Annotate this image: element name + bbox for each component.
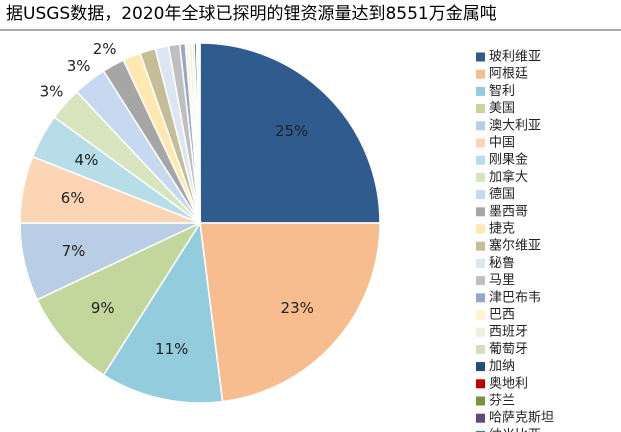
value-label: 11% bbox=[155, 340, 188, 358]
legend-swatch bbox=[476, 258, 485, 268]
legend-label: 塞尔维亚 bbox=[489, 238, 541, 254]
legend-label: 巴西 bbox=[489, 308, 515, 323]
pie-slice bbox=[198, 42, 201, 224]
legend-label: 智利 bbox=[489, 84, 515, 99]
legend-label: 加纳 bbox=[489, 359, 515, 374]
value-label: 25% bbox=[275, 122, 308, 140]
legend-label: 葡萄牙 bbox=[489, 342, 528, 357]
legend-label: 芬兰 bbox=[489, 394, 515, 409]
legend-label: 西班牙 bbox=[489, 325, 528, 340]
legend-swatch bbox=[476, 104, 485, 114]
legend-label: 德国 bbox=[489, 187, 515, 202]
pie-slice bbox=[199, 222, 381, 403]
legend-swatch bbox=[476, 69, 485, 79]
value-label: 9% bbox=[91, 299, 115, 317]
legend-swatch bbox=[476, 172, 485, 182]
chart-title: 据USGS数据，2020年全球已探明的锂资源量达到8551万金属吨 bbox=[6, 4, 497, 24]
legend-swatch bbox=[476, 310, 485, 320]
pie-slice bbox=[36, 221, 203, 377]
value-label: 3% bbox=[67, 57, 91, 75]
value-label: 6% bbox=[61, 189, 85, 207]
legend-swatch bbox=[476, 396, 485, 406]
value-label: 3% bbox=[40, 83, 64, 101]
legend-swatch bbox=[476, 362, 485, 372]
legend-swatch bbox=[476, 207, 485, 217]
legend-label: 玻利维亚 bbox=[489, 50, 541, 65]
value-label: 2% bbox=[93, 40, 117, 58]
value-label: 4% bbox=[75, 151, 99, 169]
value-label: 23% bbox=[281, 299, 314, 317]
legend-swatch bbox=[476, 86, 485, 96]
legend-swatch bbox=[476, 241, 485, 251]
pie-slice bbox=[199, 42, 381, 224]
legend-label: 纳米比亚 bbox=[489, 428, 541, 432]
legend-swatch bbox=[476, 430, 485, 432]
legend-swatch bbox=[476, 138, 485, 148]
legend-swatch bbox=[476, 155, 485, 165]
legend-swatch bbox=[476, 379, 485, 389]
legend-swatch bbox=[476, 276, 485, 286]
legend-label: 刚果金 bbox=[489, 152, 528, 168]
legend-swatch bbox=[476, 121, 485, 131]
legend-label: 哈萨克斯坦 bbox=[489, 411, 554, 426]
legend-label: 马里 bbox=[489, 273, 515, 288]
legend-label: 奥地利 bbox=[489, 376, 528, 391]
legend-label: 津巴布韦 bbox=[489, 290, 541, 305]
legend-swatch bbox=[476, 190, 485, 200]
legend-label: 秘鲁 bbox=[489, 256, 515, 271]
legend-label: 澳大利亚 bbox=[489, 117, 541, 133]
legend-swatch bbox=[476, 413, 485, 423]
legend-swatch bbox=[476, 224, 485, 234]
value-label: 7% bbox=[62, 242, 86, 260]
legend-swatch bbox=[476, 327, 485, 337]
legend-swatch bbox=[476, 293, 485, 303]
legend-swatch bbox=[476, 344, 485, 354]
legend-swatch bbox=[476, 52, 485, 62]
pie-slice bbox=[102, 220, 224, 404]
legend-label: 加拿大 bbox=[489, 169, 528, 185]
legend-label: 墨西哥 bbox=[489, 204, 528, 219]
legend-label: 捷克 bbox=[489, 222, 515, 237]
legend-label: 中国 bbox=[489, 136, 515, 151]
legend-label: 阿根廷 bbox=[489, 67, 528, 82]
legend-label: 美国 bbox=[489, 101, 515, 116]
